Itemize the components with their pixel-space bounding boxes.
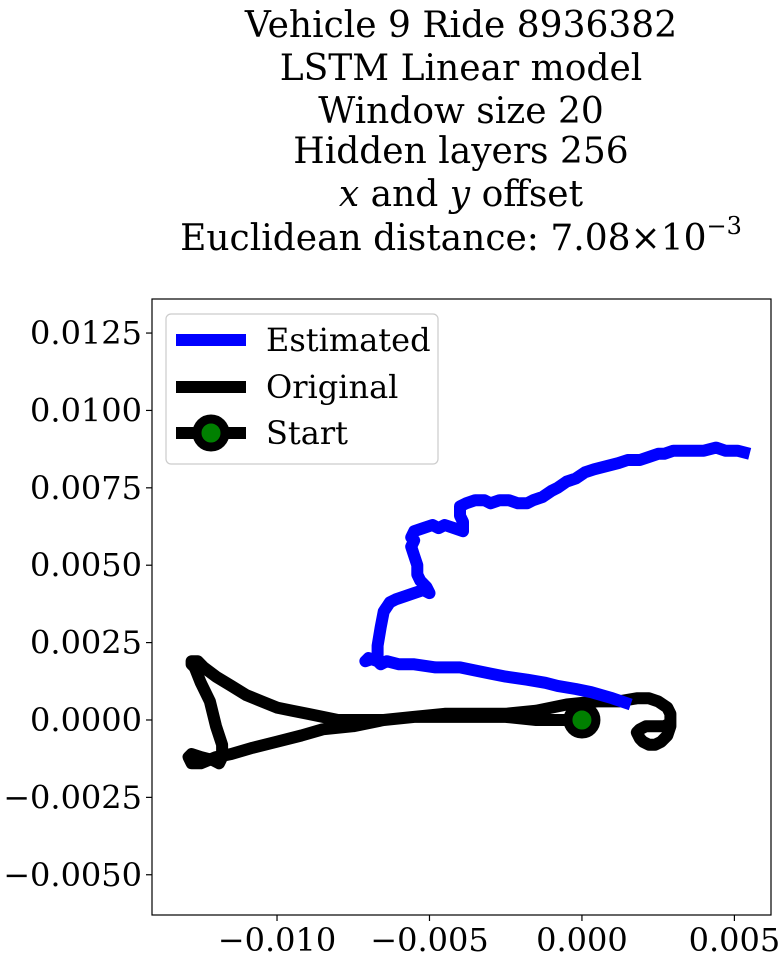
- y-tick-label: 0.0050: [30, 546, 142, 584]
- x-tick-label: 0.000: [536, 921, 628, 959]
- title-line-4: Hidden layers 256: [293, 131, 628, 172]
- legend: Estimated Original Start: [165, 313, 439, 465]
- x-tick-label: −0.005: [370, 921, 488, 959]
- title-line-6: Euclidean distance: 7.08×10−3: [180, 212, 742, 259]
- legend-frame: [165, 313, 439, 465]
- x-tick-label: 0.005: [689, 921, 781, 959]
- y-tick-label: 0.0125: [30, 314, 142, 352]
- legend-label-estimated: Estimated: [266, 321, 431, 359]
- y-tick-label: 0.0025: [30, 624, 142, 662]
- title-and: and: [359, 174, 450, 215]
- y-tick-label: −0.0050: [3, 856, 142, 894]
- title-line-5: x and y offset: [339, 174, 584, 215]
- title-var-x: x: [339, 174, 359, 215]
- legend-swatch-start-marker: [192, 414, 230, 452]
- x-tick-label: −0.010: [218, 921, 336, 959]
- title-var-y: y: [448, 174, 471, 215]
- y-tick-label: 0.0000: [30, 701, 142, 739]
- series-line-estimated: [359, 441, 752, 711]
- plot-series: [182, 441, 752, 770]
- title-offset-word: offset: [470, 174, 583, 215]
- series-line-original: [182, 655, 677, 770]
- title-line-3: Window size 20: [318, 91, 604, 132]
- chart-title: Vehicle 9 Ride 8936382 LSTM Linear model…: [180, 5, 742, 259]
- title-distance-exponent: −3: [707, 212, 742, 240]
- y-tick-label: 0.0075: [30, 469, 142, 507]
- y-axis: −0.0050 −0.0025 0.0000 0.0025 0.0050 0.0075 0.…: [3, 314, 152, 894]
- start-marker: [563, 701, 601, 739]
- title-distance-prefix: Euclidean distance:: [180, 218, 550, 259]
- legend-label-start: Start: [266, 414, 348, 452]
- title-distance-base: 10: [661, 218, 707, 259]
- title-line-1: Vehicle 9 Ride 8936382: [244, 5, 677, 46]
- y-tick-label: −0.0025: [3, 778, 142, 816]
- title-line-2: LSTM Linear model: [280, 48, 643, 89]
- y-tick-label: 0.0100: [30, 391, 142, 429]
- legend-label-original: Original: [266, 368, 398, 406]
- title-distance-times: ×: [631, 218, 661, 259]
- title-distance-mantissa: 7.08: [550, 218, 630, 259]
- x-axis: −0.010 −0.005 0.000 0.005: [218, 915, 780, 959]
- plot-frame: [151, 298, 772, 916]
